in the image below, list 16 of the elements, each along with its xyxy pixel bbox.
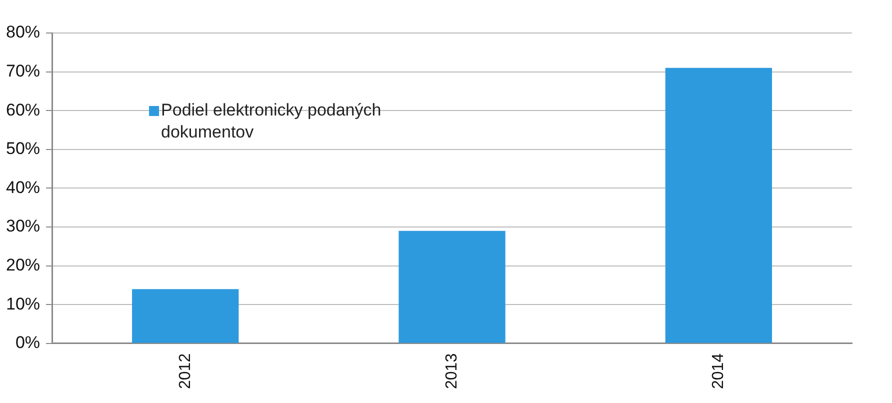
y-tick-label: 20% xyxy=(6,255,40,274)
legend-label: Podiel elektronicky podaných dokumentov xyxy=(161,100,382,142)
bar xyxy=(132,289,239,343)
y-tick-label: 40% xyxy=(6,178,40,197)
bar xyxy=(398,230,506,343)
x-tick-label: 2012 xyxy=(176,353,194,389)
y-tick-label: 10% xyxy=(6,294,40,314)
y-tick-label: 50% xyxy=(6,139,40,158)
y-tick-label: 70% xyxy=(6,61,40,80)
y-tick-label: 30% xyxy=(6,216,40,236)
y-tick-label: 60% xyxy=(6,100,40,120)
bar xyxy=(665,68,772,343)
y-tick-label: 80% xyxy=(6,22,40,42)
x-tick-label: 2014 xyxy=(710,353,728,389)
x-tick-label: 2013 xyxy=(443,353,460,389)
y-tick-label: 0% xyxy=(15,333,40,352)
